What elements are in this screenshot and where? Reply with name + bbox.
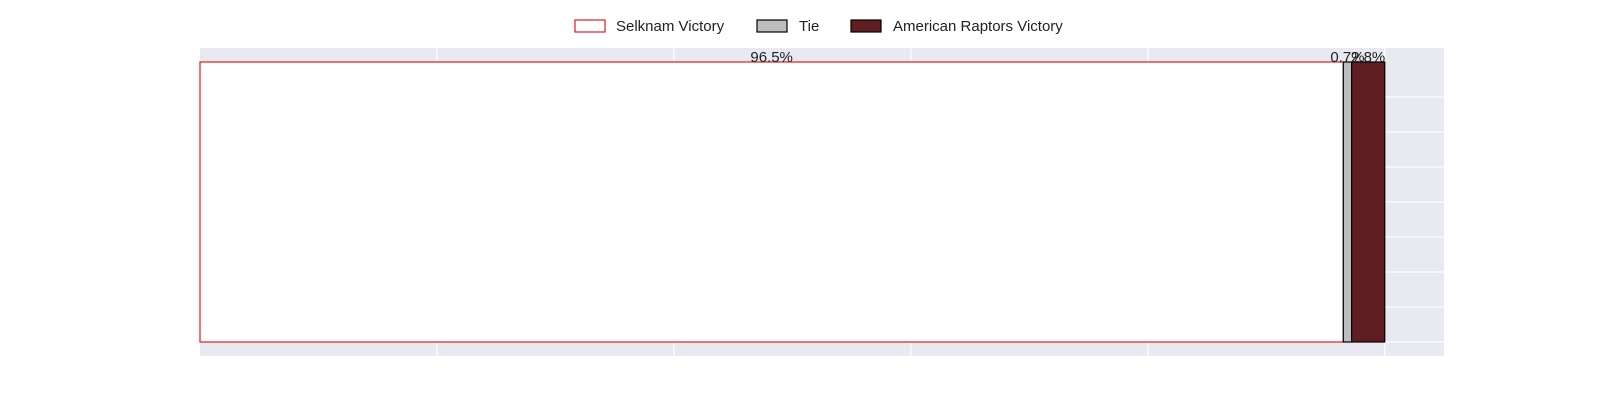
data-label-1: 96.5%: [750, 49, 793, 66]
legend-label-1: Selknam Victory: [616, 18, 725, 35]
bar-segment-1: [199, 61, 1344, 343]
data-label-2: 0.7%: [1330, 49, 1364, 66]
bars: [199, 61, 1386, 343]
legend: Selknam Victory Tie American Raptors Victo…: [574, 18, 1063, 35]
bar-segment-2: [1342, 61, 1353, 343]
data-label-3: 2.8%: [1351, 49, 1385, 66]
bar-segment-3: [1350, 61, 1386, 343]
data-labels: 96.5% 0.7%2.8%: [750, 49, 1385, 66]
legend-swatch-3: [850, 19, 882, 33]
legend-label-3: American Raptors Victory: [893, 18, 1063, 35]
legend-label-2: Tie: [799, 18, 819, 35]
legend-swatch-1: [574, 19, 606, 33]
legend-swatch-2: [756, 19, 788, 33]
